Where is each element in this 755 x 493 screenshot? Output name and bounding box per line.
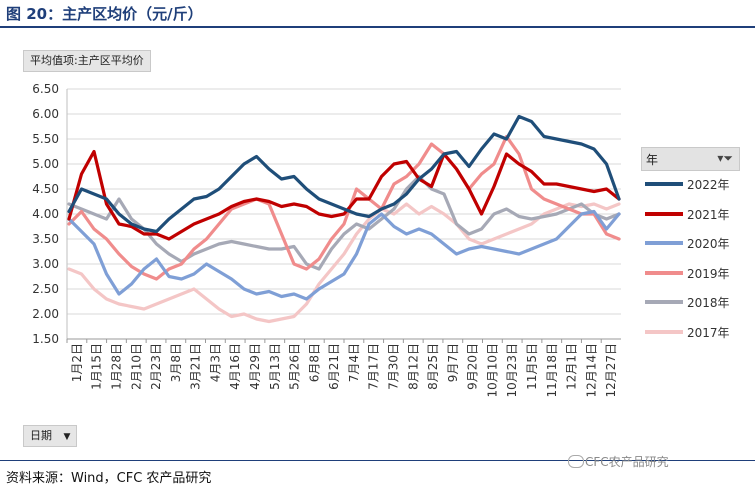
x-tick-label: 4月29日 <box>248 343 262 390</box>
y-axis: 1.50 2.00 2.50 3.00 3.50 4.00 4.50 5.00 5.50 6.00… <box>32 82 68 346</box>
x-tick-label: 5月13日 <box>268 343 282 390</box>
legend-swatch <box>645 211 683 216</box>
filter-icon[interactable]: ▾⏷ <box>717 151 733 165</box>
legend-item[interactable]: 2019年 <box>641 263 751 283</box>
legend-item[interactable]: 2021年 <box>641 204 751 224</box>
year-filter-button[interactable]: 年 ▾⏷ <box>641 147 740 171</box>
x-tick-label: 12月1日 <box>565 343 579 390</box>
x-tick-label: 11月5日 <box>525 343 539 390</box>
y-tick-label: 6.00 <box>32 107 59 121</box>
x-tick-label: 1月28日 <box>109 343 123 390</box>
legend-label: 2020年 <box>687 237 730 251</box>
source-note: 资料来源：Wind，CFC 农产品研究 <box>6 471 212 486</box>
x-tick-label: 7月17日 <box>367 343 381 390</box>
x-tick-label: 3月8日 <box>169 343 183 382</box>
y-tick-label: 3.50 <box>32 232 59 246</box>
legend-item[interactable]: 2017年 <box>641 322 751 342</box>
x-axis: 1月2日 1月15日 1月28日 2月10日 2月23日 3月8日 3月21日 4月3日 4月1… <box>66 338 621 398</box>
series-layer <box>67 114 621 324</box>
x-tick-label: 4月16日 <box>228 343 242 390</box>
footer-divider <box>0 460 755 461</box>
x-tick-label: 6月21日 <box>327 343 341 390</box>
x-tick-label: 10月23日 <box>505 343 519 398</box>
x-tick-label: 11月18日 <box>545 343 559 398</box>
y-tick-label: 4.00 <box>32 207 59 221</box>
y-tick-label: 2.00 <box>32 307 59 321</box>
page-title: 图 20：主产区均价（元/斤） <box>6 5 203 23</box>
series-line <box>67 209 621 301</box>
x-tick-label: 7月30日 <box>386 343 400 390</box>
x-tick-label: 10月10日 <box>485 343 499 398</box>
x-tick-label: 1月15日 <box>90 343 104 390</box>
legend-label: 2019年 <box>687 266 730 281</box>
legend-swatch <box>645 241 683 245</box>
series-line <box>67 174 621 271</box>
legend-swatch <box>645 329 683 334</box>
legend-item[interactable]: 2018年 <box>641 292 751 312</box>
title-divider <box>0 26 755 28</box>
value-field-button[interactable]: 平均值项:主产区平均价 <box>23 50 151 72</box>
x-tick-label: 8月12日 <box>406 343 420 390</box>
y-tick-label: 3.00 <box>32 257 59 271</box>
legend-label: 2022年 <box>687 178 730 192</box>
legend-label: 2017年 <box>687 325 730 340</box>
series-line <box>67 134 621 281</box>
legend-item[interactable]: 2020年 <box>641 233 751 253</box>
legend-swatch <box>645 270 683 275</box>
x-tick-label: 1月2日 <box>70 343 84 382</box>
x-tick-label: 4月3日 <box>208 343 222 382</box>
legend-label: 2021年 <box>687 207 730 222</box>
series-line <box>67 149 621 241</box>
x-tick-label: 9月7日 <box>446 343 460 382</box>
x-tick-label: 9月20日 <box>466 343 480 390</box>
legend-swatch <box>645 182 683 186</box>
y-tick-label: 6.50 <box>32 82 59 96</box>
y-tick-label: 5.50 <box>32 132 59 146</box>
date-field-label: 日期 <box>30 429 52 442</box>
series-line <box>67 202 621 324</box>
x-tick-label: 7月4日 <box>347 343 361 382</box>
legend-item[interactable]: 2022年 <box>641 174 751 194</box>
legend-swatch <box>645 300 683 304</box>
y-tick-label: 4.50 <box>32 182 59 196</box>
x-tick-label: 2月10日 <box>129 343 143 390</box>
x-tick-label: 12月14日 <box>584 343 598 398</box>
y-tick-label: 1.50 <box>32 332 59 346</box>
legend-label: 2018年 <box>687 296 730 310</box>
x-tick-label: 2月23日 <box>149 343 163 390</box>
x-tick-label: 5月26日 <box>288 343 302 390</box>
y-tick-label: 2.50 <box>32 282 59 296</box>
x-tick-label: 6月8日 <box>307 343 321 382</box>
y-tick-label: 5.00 <box>32 157 59 171</box>
x-tick-label: 3月21日 <box>189 343 203 390</box>
series-line <box>67 114 621 234</box>
date-field-button[interactable]: 日期 ▼ <box>23 425 78 447</box>
x-tick-label: 8月25日 <box>426 343 440 390</box>
legend-title: 年 <box>646 153 659 167</box>
dropdown-arrow-icon: ▼ <box>63 432 71 442</box>
wechat-icon <box>568 455 584 468</box>
watermark: CFC农产品研究 <box>585 455 669 469</box>
x-tick-label: 12月27日 <box>604 343 618 398</box>
